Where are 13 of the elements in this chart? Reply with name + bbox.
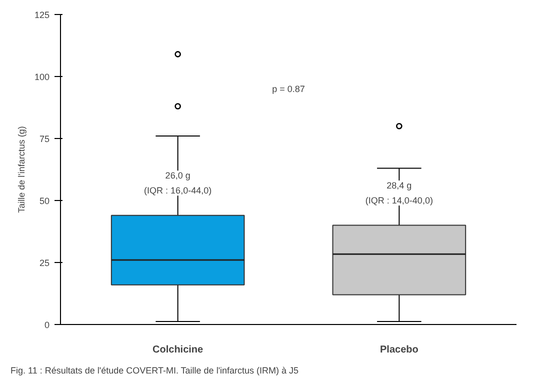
x-tick-label: Placebo: [380, 344, 418, 356]
annotation: 28,4 g (IQR : 14,0-40,0): [365, 180, 433, 206]
caption: Fig. 11 : Résultats de l'étude COVERT-MI. Taille de l'infarctus (IRM) à J5: [10, 366, 299, 376]
y-tick-label: 100: [34, 72, 50, 82]
y-tick-label: 25: [39, 258, 50, 268]
y-tick-label: 125: [34, 10, 50, 20]
y-tick-label: 50: [39, 196, 50, 206]
annotation: p = 0.87: [272, 84, 305, 94]
y-axis-title: Taille de l'infarctus (g): [16, 126, 26, 213]
y-tick-label: 0: [44, 320, 50, 330]
annotation: 26,0 g (IQR : 16,0-44,0): [144, 170, 212, 196]
y-tick-label: 75: [39, 134, 50, 144]
x-tick-label: Colchicine: [152, 344, 204, 356]
